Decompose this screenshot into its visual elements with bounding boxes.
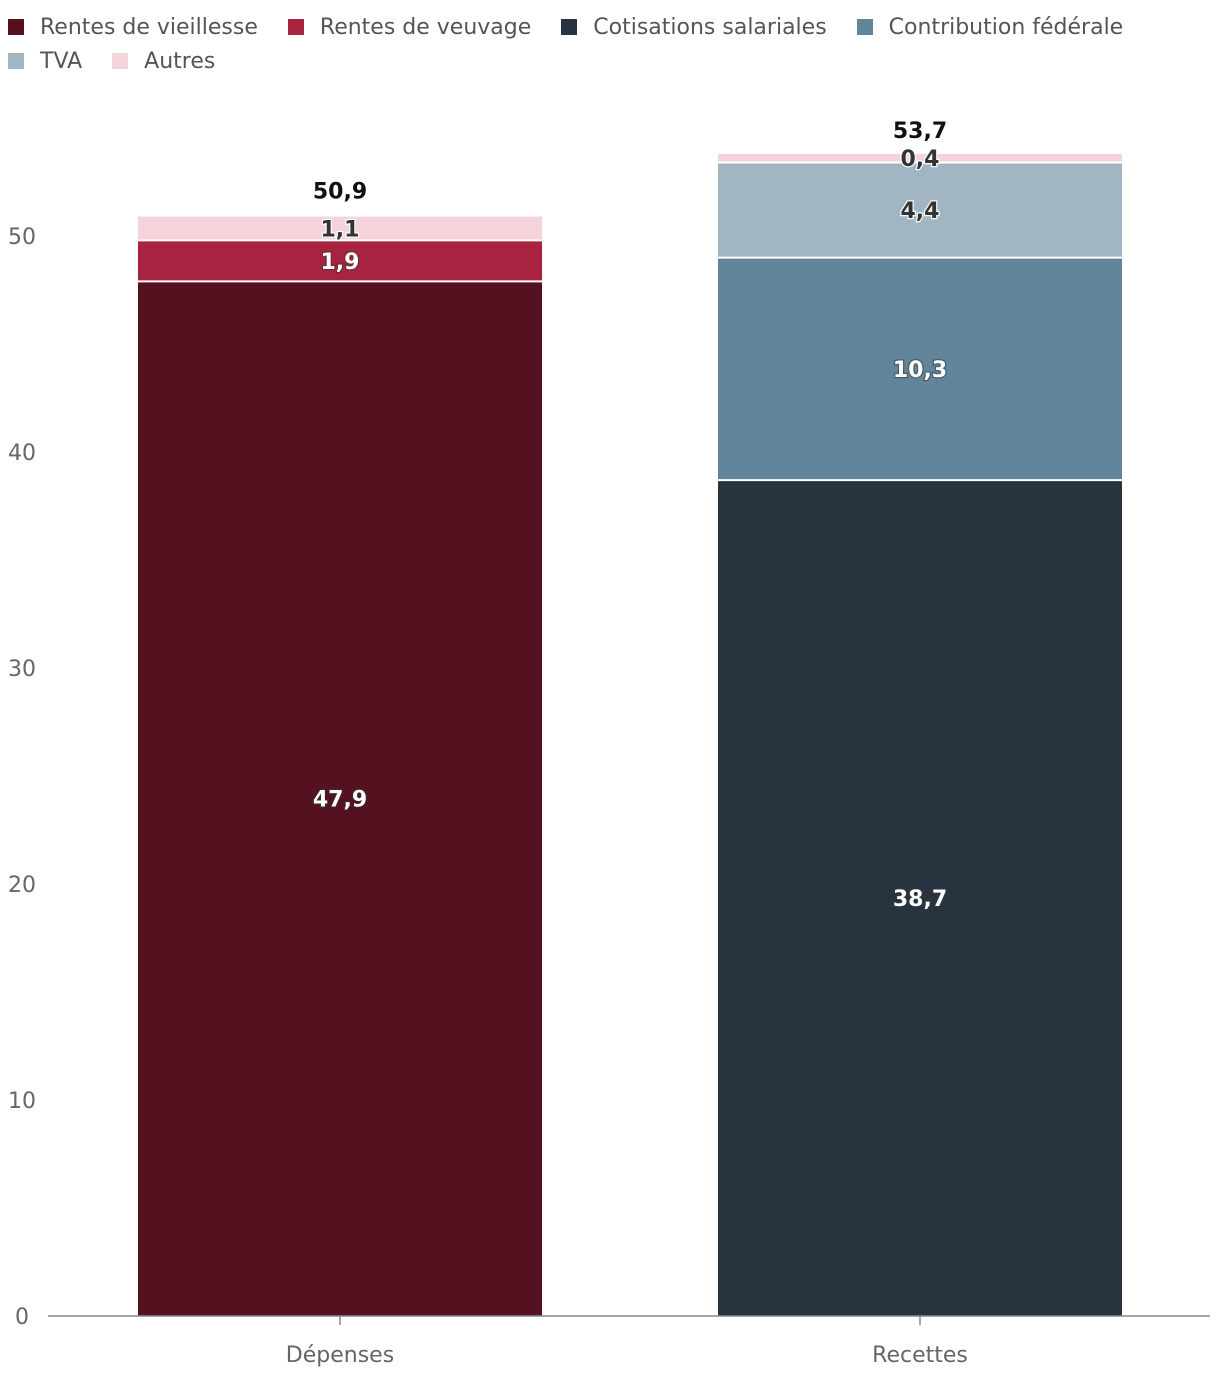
legend-swatch <box>561 19 578 35</box>
y-tick-label: 50 <box>8 225 36 250</box>
legend-label: Autres <box>144 48 216 74</box>
y-tick-label: 20 <box>8 873 36 898</box>
legend-item[interactable]: TVA <box>8 44 82 78</box>
legend-label: Contribution fédérale <box>888 14 1124 40</box>
data-label: 0,4 <box>901 147 940 172</box>
x-category-label: Recettes <box>872 1343 968 1368</box>
y-tick-label: 0 <box>15 1305 29 1330</box>
legend-item[interactable]: Contribution fédérale <box>856 10 1124 44</box>
legend-item[interactable]: Rentes de veuvage <box>287 10 532 44</box>
data-label: 10,3 <box>893 358 947 383</box>
bar-segment <box>718 480 1122 1317</box>
legend-swatch <box>287 19 304 35</box>
x-category-label: Dépenses <box>286 1343 394 1368</box>
y-tick-label: 40 <box>8 441 36 466</box>
bar-segment <box>718 257 1122 481</box>
legend-item[interactable]: Autres <box>112 44 215 78</box>
data-label: 4,4 <box>901 199 940 224</box>
legend-label: Cotisations salariales <box>593 14 827 40</box>
legend-swatch <box>112 53 129 69</box>
total-label: 50,9 <box>313 180 367 205</box>
data-label: 1,1 <box>321 217 360 242</box>
legend-label: Rentes de veuvage <box>319 14 532 40</box>
legend-item[interactable]: Rentes de vieillesse <box>8 10 258 44</box>
data-label: 1,9 <box>321 250 360 275</box>
total-label: 53,7 <box>893 119 947 144</box>
bar-segment <box>718 162 1122 258</box>
legend-label: Rentes de vieillesse <box>40 14 258 40</box>
legend: Rentes de vieillesse Rentes de veuvage Cot… <box>8 10 1208 78</box>
y-tick-label: 30 <box>8 657 36 682</box>
bar-segment <box>138 240 542 282</box>
legend-label: TVA <box>40 48 83 74</box>
y-tick-label: 10 <box>8 1089 36 1114</box>
bar-segment <box>138 281 542 1316</box>
bar-segment <box>138 216 542 241</box>
legend-swatch <box>8 19 24 35</box>
bar-segment <box>718 153 1122 163</box>
legend-swatch <box>856 19 873 35</box>
legend-item[interactable]: Cotisations salariales <box>561 10 827 44</box>
data-label: 38,7 <box>893 887 947 912</box>
legend-swatch <box>8 53 24 69</box>
data-label: 47,9 <box>313 788 367 813</box>
